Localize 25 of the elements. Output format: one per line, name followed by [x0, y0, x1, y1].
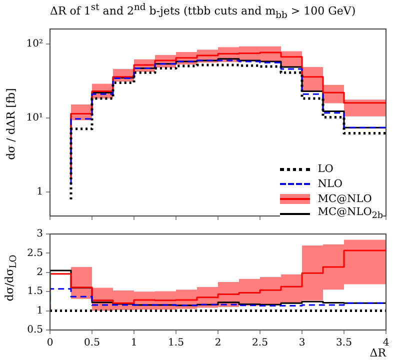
y-tick-label: 3 [36, 228, 43, 240]
x-tick-label: 1.5 [168, 338, 184, 349]
x-tick-label: 0.5 [84, 338, 100, 349]
legend-label: LO [318, 162, 334, 174]
x-tick-label: 1 [130, 338, 138, 349]
x-tick-label: 3.5 [336, 338, 352, 349]
x-tick-label: 4 [382, 338, 390, 349]
y-tick-label: 2 [36, 266, 43, 278]
legend-label: NLO [318, 178, 343, 190]
y-tick-label: 2.5 [27, 248, 43, 259]
y-axis-title: dσ / dΔR [fb] [4, 88, 18, 160]
x-tick-label: 2.5 [252, 338, 268, 349]
legend-label: MC@NLO [318, 192, 372, 204]
y-tick-label: 1 [36, 305, 43, 316]
x-tick-label: 2 [214, 338, 222, 349]
x-tick-label: 3 [298, 338, 306, 349]
y-tick-label: 10¹ [26, 112, 43, 124]
y-tick-label: 10² [26, 38, 43, 50]
y-tick-label: 0.5 [27, 324, 43, 336]
y-tick-label: 1.5 [27, 286, 43, 298]
legend-label: MC@NLO$_{2b}$ [318, 206, 383, 222]
y-tick-label: 1 [36, 186, 43, 198]
x-axis-title: ΔR [370, 346, 387, 360]
x-tick-label: 0 [46, 338, 54, 349]
chart-title: ΔR of 1$^{st}$ and 2$^{nd}$ b-jets (ttbb cuts and m$_{bb}$ > 100 GeV) [50, 2, 356, 21]
